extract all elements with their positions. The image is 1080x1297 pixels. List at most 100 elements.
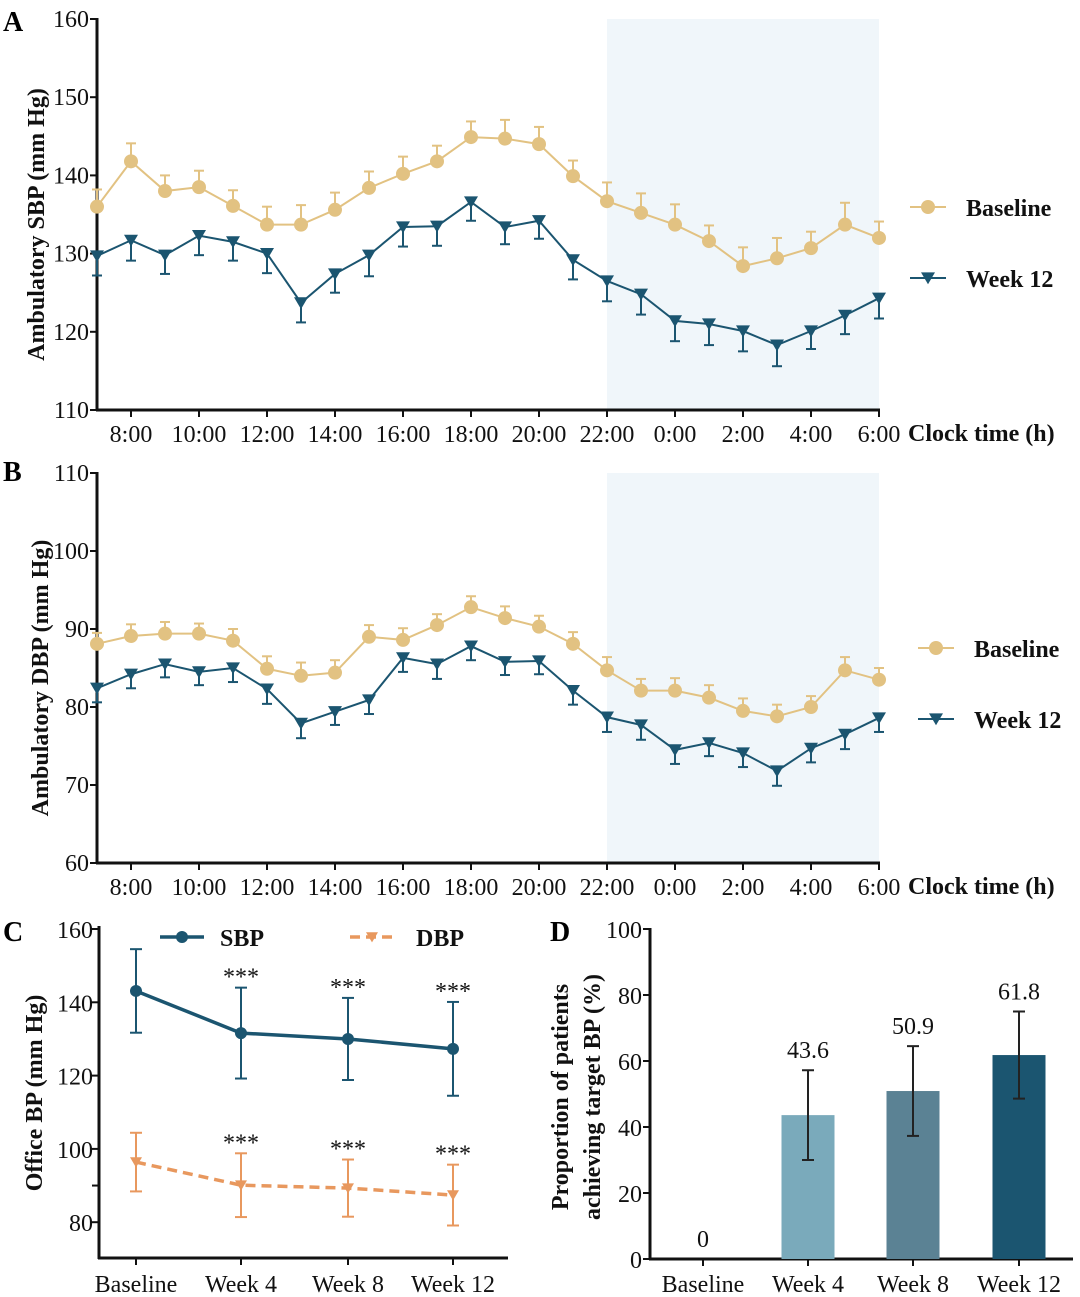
data-point (668, 744, 682, 757)
data-point (838, 217, 852, 232)
y-tick-label: 20 (618, 1182, 642, 1208)
panel-label-d: D (550, 917, 570, 948)
x-tick-label: 4:00 (790, 422, 833, 448)
x-axis-title: Clock time (h) (908, 874, 1055, 900)
data-point (702, 737, 716, 750)
data-point (396, 166, 410, 181)
y-tick-label: 100 (606, 918, 642, 944)
data-point (260, 217, 274, 232)
x-tick-label: 16:00 (376, 875, 431, 901)
data-point (396, 632, 410, 647)
data-point (736, 325, 750, 338)
data-point (770, 709, 784, 724)
data-point (342, 1032, 354, 1045)
y-axis-title-line-1: Proportion of patients (548, 984, 574, 1210)
series-line (135, 989, 454, 1051)
y-tick-label: 60 (65, 851, 89, 877)
x-tick-label: 0:00 (654, 422, 697, 448)
data-point (838, 663, 852, 678)
data-point (464, 640, 478, 653)
y-tick-label: 140 (53, 163, 89, 189)
data-point (872, 672, 886, 687)
data-point (838, 309, 852, 322)
data-point (668, 217, 682, 232)
data-point (226, 633, 240, 648)
data-point (634, 205, 648, 220)
x-tick-label: 22:00 (580, 422, 635, 448)
data-point (130, 984, 142, 997)
data-point (124, 154, 138, 169)
data-point (838, 728, 852, 741)
x-tick-label: 22:00 (580, 875, 635, 901)
data-point (226, 662, 240, 675)
data-label: 43.6 (787, 1038, 829, 1064)
x-tick-label: 2:00 (722, 875, 765, 901)
x-tick-label: Week 4 (205, 1272, 277, 1297)
panel-d-chart: 0 20 40 60 80 100 Baseline 0 Week 4 43.6 Week 8 50.… (548, 918, 1073, 1297)
data-point (532, 215, 546, 228)
y-tick-label: 110 (54, 398, 89, 424)
data-point (342, 1183, 354, 1194)
data-point (430, 154, 444, 169)
data-point (328, 665, 342, 680)
data-point (260, 683, 274, 696)
data-point (192, 180, 206, 195)
data-point (328, 268, 342, 281)
data-point (702, 690, 716, 705)
x-tick-label: 6:00 (858, 422, 901, 448)
y-axis-title: Office BP (mm Hg) (22, 995, 48, 1192)
panel-c-chart: 80 100 120 140 160 Baseline Week 4 Week 8 Week 1… (22, 918, 508, 1297)
data-point (226, 198, 240, 213)
x-tick-label: Week 8 (312, 1272, 384, 1297)
panel-label-c: C (3, 917, 23, 948)
data-point (702, 318, 716, 331)
data-point (464, 600, 478, 615)
x-tick-label: Week 12 (977, 1272, 1061, 1297)
legend-label: SBP (220, 926, 264, 952)
legend-label: DBP (416, 926, 464, 952)
legend-label: Baseline (974, 637, 1060, 663)
x-tick-label: 8:00 (110, 422, 153, 448)
data-point (600, 663, 614, 678)
y-tick-label: 80 (65, 695, 89, 721)
data-label: 61.8 (998, 980, 1040, 1006)
data-point (600, 275, 614, 288)
data-point (430, 658, 444, 671)
legend-marker (366, 932, 378, 943)
data-point (498, 131, 512, 146)
data-point (668, 315, 682, 328)
x-tick-label: Week 4 (772, 1272, 844, 1297)
data-point (294, 297, 308, 310)
x-tick-label: 10:00 (172, 875, 227, 901)
data-point (124, 668, 138, 681)
night-shaded-region (607, 473, 879, 863)
data-point (158, 626, 172, 641)
data-point (294, 668, 308, 683)
data-point (396, 652, 410, 665)
data-point (235, 1027, 247, 1040)
panel-b-chart: 60 70 80 90 100 110 8:00 10:00 12:00 14:00 16:00 18… (28, 461, 1061, 901)
data-point (464, 196, 478, 209)
data-point (396, 221, 410, 234)
data-point (566, 169, 580, 184)
series-sbp: *** *** *** (130, 948, 471, 1097)
data-point (294, 717, 308, 730)
series-baseline (90, 118, 886, 274)
data-point (600, 194, 614, 209)
series-week-12 (90, 640, 886, 787)
significance-marker: *** (435, 1142, 471, 1168)
significance-marker: *** (435, 979, 471, 1005)
x-tick-label: 6:00 (858, 875, 901, 901)
y-tick-label: 160 (53, 7, 89, 33)
x-tick-label: 20:00 (512, 875, 567, 901)
data-point (430, 220, 444, 233)
y-tick-label: 40 (618, 1116, 642, 1142)
panel-label-a: A (3, 7, 24, 38)
x-tick-label: 0:00 (654, 875, 697, 901)
x-tick-label: 18:00 (444, 875, 499, 901)
data-point (770, 339, 784, 352)
y-axis-title: Ambulatory SBP (mm Hg) (24, 88, 50, 361)
legend-label: Week 12 (966, 267, 1053, 293)
data-point (430, 618, 444, 633)
series-line (96, 645, 880, 773)
